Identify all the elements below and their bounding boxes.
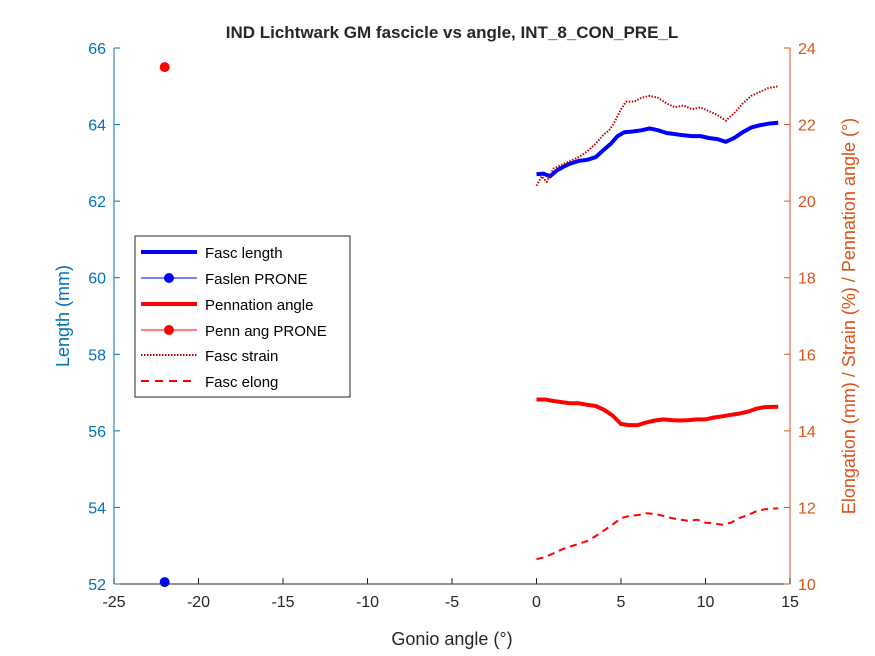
- chart-title: IND Lichtwark GM fascicle vs angle, INT_…: [226, 23, 679, 42]
- x-tick-label: 15: [781, 594, 799, 611]
- legend-entry-fasc-elong: Fasc elong: [141, 374, 278, 391]
- x-tick-label: 10: [697, 594, 715, 611]
- x-tick-label: -10: [356, 594, 379, 611]
- legend-swatch-marker-faslen-prone: [164, 273, 174, 283]
- right-axis-label: Elongation (mm) / Strain (%) / Pennation…: [839, 118, 859, 514]
- right-tick-label: 10: [798, 577, 816, 594]
- legend-entry-pennation-angle: Pennation angle: [141, 297, 313, 314]
- x-tick-label: -25: [102, 594, 125, 611]
- legend-label-fasc-elong: Fasc elong: [205, 374, 278, 391]
- left-tick-label: 58: [88, 347, 106, 364]
- x-tick-label: -20: [187, 594, 210, 611]
- left-tick-label: 52: [88, 577, 106, 594]
- series-line-fasc-length: [536, 120, 779, 179]
- x-tick-label: -5: [445, 594, 459, 611]
- left-tick-label: 62: [88, 194, 106, 211]
- legend-entry-fasc-strain: Fasc strain: [141, 348, 278, 365]
- left-tick-label: 56: [88, 424, 106, 441]
- right-tick-label: 20: [798, 194, 816, 211]
- left-tick-label: 54: [88, 500, 106, 517]
- legend-label-faslen-prone: Faslen PRONE: [205, 271, 308, 288]
- legend-label-pennation-angle: Pennation angle: [205, 297, 313, 314]
- series-line-pennation-angle: [536, 397, 779, 428]
- legend-swatch-marker-penn-ang-prone: [164, 325, 174, 335]
- left-axis-label: Length (mm): [53, 265, 73, 367]
- legend: Fasc length Faslen PRONE Pennation angle…: [134, 235, 351, 398]
- x-tick-label: 5: [617, 594, 626, 611]
- legend-entry-penn-ang-prone: Penn ang PRONE: [141, 323, 327, 340]
- x-tick-label: -15: [271, 594, 294, 611]
- right-tick-label: 16: [798, 347, 816, 364]
- legend-box: [134, 235, 351, 398]
- series-layer: [159, 62, 779, 588]
- left-tick-label: 60: [88, 271, 106, 288]
- series-line-fasc-elong: [536, 507, 779, 561]
- x-axis-label: Gonio angle (°): [391, 629, 512, 649]
- right-tick-label: 14: [798, 424, 816, 441]
- legend-entry-fasc-length: Fasc length: [141, 245, 283, 262]
- legend-label-fasc-strain: Fasc strain: [205, 348, 278, 365]
- right-tick-label: 22: [798, 118, 816, 135]
- left-tick-label: 64: [88, 118, 106, 135]
- right-tick-label: 12: [798, 500, 816, 517]
- right-tick-label: 18: [798, 271, 816, 288]
- right-tick-label: 24: [798, 41, 816, 58]
- x-tick-label: 0: [532, 594, 541, 611]
- legend-label-penn-ang-prone: Penn ang PRONE: [205, 323, 327, 340]
- left-tick-label: 66: [88, 41, 106, 58]
- series-line-fasc-strain: [535, 85, 779, 187]
- axes-layer: -25 -20 -15 -10 -5 0 5 10 1552545658606264661012…: [88, 41, 816, 611]
- legend-entry-faslen-prone: Faslen PRONE: [141, 271, 308, 288]
- marker-penn-ang-prone-0: [159, 62, 170, 73]
- legend-label-fasc-length: Fasc length: [205, 245, 283, 262]
- marker-faslen-prone-0: [159, 577, 170, 588]
